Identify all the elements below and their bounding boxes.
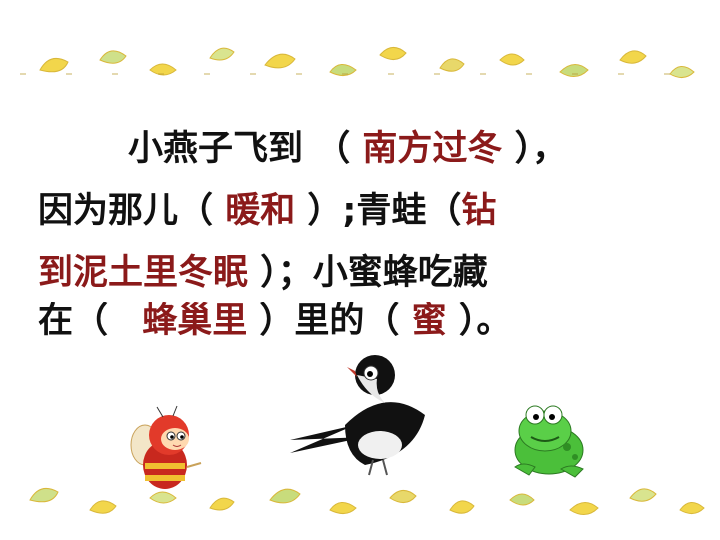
text-segment: ）。 <box>458 302 512 341</box>
answer-hibernate: 到泥土里冬眠 <box>38 253 249 293</box>
text-segment: ）；小蜜蜂吃藏 <box>260 253 488 293</box>
bottom-leaf-border <box>29 487 705 515</box>
text-segment: 因为那儿（ <box>38 191 214 231</box>
passage-line-2: 因为那儿（ 暖和 ）;青蛙（钻 <box>38 180 698 242</box>
bee-icon <box>130 405 202 489</box>
frog-icon <box>514 405 584 478</box>
text-segment: ）里的（ <box>259 302 400 341</box>
text-segment: （ <box>315 129 351 169</box>
answer-warm: 暖和 <box>225 191 296 231</box>
passage: 小燕子飞到 （ 南方过冬 ）， 因为那儿（ 暖和 ）;青蛙（钻 到泥土里冬眠 ）… <box>38 118 698 304</box>
answer-honey: 蜜 <box>411 302 447 341</box>
top-leaf-border <box>20 47 700 78</box>
passage-line-4-clip: 在（ 蜂巢里 ）里的（ 蜜 ）。 <box>0 302 720 342</box>
text-segment: 在（ <box>38 302 109 341</box>
passage-line-4: 在（ 蜂巢里 ）里的（ 蜜 ）。 <box>0 302 720 342</box>
text-segment: ）;青蛙（ <box>307 191 462 231</box>
passage-line-3: 到泥土里冬眠 ）；小蜜蜂吃藏 <box>38 242 698 304</box>
answer-hive: 蜂巢里 <box>142 302 248 341</box>
passage-line-1: 小燕子飞到 （ 南方过冬 ）， <box>38 118 698 180</box>
swallow-icon <box>290 355 425 476</box>
answer-south: 南方过冬 <box>362 129 503 169</box>
answer-drill-start: 钻 <box>461 191 497 231</box>
text-segment: 小燕子飞到 <box>128 129 304 169</box>
text-segment: ）， <box>514 129 568 169</box>
